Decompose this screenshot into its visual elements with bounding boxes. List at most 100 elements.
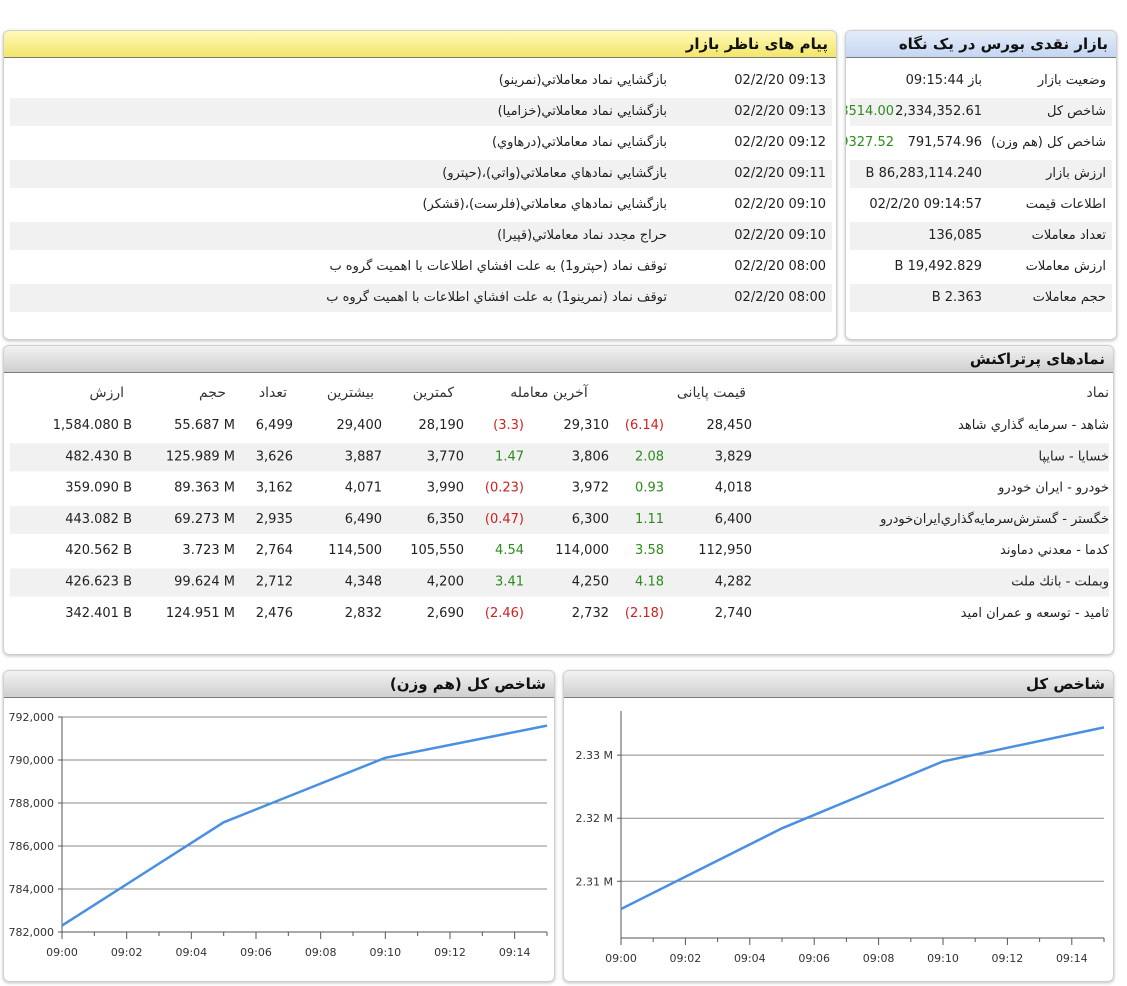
y-tick-label: 786,000 (9, 840, 55, 853)
last-trade-cell: 3,806 (571, 449, 609, 465)
final-price-cell: 6,400 (714, 511, 752, 527)
last-change-cell: 4.54 (495, 543, 524, 559)
top-symbols-title: نمادهای پرتراکنش (4, 346, 1113, 373)
volume-cell: 125.989 M (165, 449, 235, 465)
x-tick-label: 09:14 (499, 946, 531, 959)
x-tick-label: 09:06 (240, 946, 272, 959)
overview-value: 791,574.96 (907, 135, 982, 150)
message-text: بازگشايي نماد معاملاتي(نمرينو) (498, 73, 667, 88)
message-row[interactable]: 02/2/20 09:11 بازگشايي نمادهاي معاملاتي(و… (10, 160, 832, 188)
y-tick-label: 2.33 M (576, 749, 613, 762)
table-row[interactable]: خودرو - ايران خودرو 4,018 0.93 3,972 (0.23) 3… (10, 475, 1109, 503)
top-symbols-panel: نمادهای پرتراکنش نماد قیمت پایانی آخرین … (3, 345, 1114, 655)
overview-label: وضعیت بازار (1037, 73, 1106, 88)
message-time: 02/2/20 09:10 (734, 197, 826, 212)
final-price-cell: 4,018 (714, 480, 752, 496)
last-change-cell: 1.47 (495, 449, 524, 465)
total-index-chart: 2.31 M 2.32 M 2.33 M 09:00 09:02 09:04 09:06 09… (576, 711, 1105, 965)
y-tick-label: 784,000 (9, 883, 55, 896)
overview-value: 136,085 (928, 228, 982, 243)
message-time: 02/2/20 08:00 (734, 290, 826, 305)
value-cell: 426.623 B (65, 574, 132, 590)
final-price-cell: 4,282 (714, 574, 752, 590)
message-text: بازگشايي نمادهاي معاملاتي(فلرست)،(قشكر) (422, 197, 667, 212)
y-tick-label: 788,000 (9, 797, 55, 810)
value-cell: 359.090 B (65, 480, 132, 496)
message-time: 02/2/20 09:12 (734, 135, 826, 150)
symbol-cell: خسايا - سايپا (1038, 449, 1109, 465)
message-row[interactable]: 02/2/20 09:12 بازگشايي نماد معاملاتي(درها… (10, 129, 832, 157)
column-header-volume: حجم (198, 385, 226, 401)
table-row[interactable]: ثاميد - توسعه و عمران اميد 2,740 (2.18) 2,7… (10, 600, 1109, 628)
x-tick-label: 09:02 (670, 952, 702, 965)
message-row[interactable]: 02/2/20 09:13 بازگشايي نماد معاملاتي(نمري… (10, 67, 832, 95)
final-change-cell: 3.58 (635, 543, 664, 559)
final-change-cell: 0.93 (635, 480, 664, 496)
max-cell: 4,071 (344, 480, 382, 496)
count-cell: 3,626 (255, 449, 293, 465)
overview-value: باز 09:15:44 (905, 73, 982, 88)
last-change-cell: (0.23) (484, 480, 524, 496)
message-text: توقف نماد (نمرينو1) به علت افشاي اطلاعات… (326, 290, 667, 305)
last-change-cell: 3.41 (495, 574, 524, 590)
volume-cell: 55.687 M (174, 418, 235, 433)
message-row[interactable]: 02/2/20 08:00 توقف نماد (نمرينو1) به علت … (10, 284, 832, 312)
count-cell: 6,499 (255, 418, 293, 433)
overview-row: حجم معاملات 2.363 B (850, 284, 1112, 312)
y-tick-label: 790,000 (9, 754, 55, 767)
value-cell: 482.430 B (65, 449, 132, 465)
max-cell: 2,832 (344, 605, 382, 621)
x-tick-label: 09:02 (111, 946, 143, 959)
final-price-cell: 112,950 (698, 543, 752, 559)
table-row[interactable]: شاهد - سرمايه گذاري شاهد 28,450 (6.14) 29,3… (10, 412, 1109, 440)
min-cell: 6,350 (426, 511, 464, 527)
message-time: 02/2/20 09:13 (734, 73, 826, 88)
message-time: 02/2/20 09:11 (734, 166, 826, 181)
overview-value: 2,334,352.61 (895, 104, 982, 119)
message-text: حراج مجدد نماد معاملاتي(قپيرا) (497, 228, 667, 243)
column-header-last-trade: آخرین معامله (510, 385, 588, 401)
overview-label: شاخص کل (1047, 104, 1106, 119)
message-row[interactable]: 02/2/20 09:10 بازگشايي نمادهاي معاملاتي(ف… (10, 191, 832, 219)
count-cell: 2,935 (255, 511, 293, 527)
table-row[interactable]: وبملت - بانك ملت 4,282 4.18 4,250 3.41 4,200 4… (10, 568, 1109, 597)
equal-weight-index-chart-title: شاخص کل (هم وزن) (4, 671, 554, 698)
table-row[interactable]: خسايا - سايپا 3,829 2.08 3,806 1.47 3,770 3,88… (10, 443, 1109, 472)
table-row[interactable]: خگستر - گسترش‌سرمايه‌گذاري‌ايران‌خودرو 6,… (10, 505, 1109, 534)
overview-value: 19,492.829 B (894, 259, 983, 274)
message-row[interactable]: 02/2/20 09:13 بازگشايي نماد معاملاتي(خزام… (10, 98, 832, 126)
final-price-cell: 3,829 (714, 449, 752, 465)
count-cell: 3,162 (255, 480, 293, 496)
message-row[interactable]: 02/2/20 09:10 حراج مجدد نماد معاملاتي(قپي… (10, 222, 832, 250)
index-line (61, 724, 548, 927)
count-cell: 2,476 (255, 605, 293, 621)
overview-value: 2.363 B (931, 290, 982, 305)
value-cell: 443.082 B (65, 511, 132, 527)
volume-cell: 89.363 M (174, 480, 235, 496)
message-text: بازگشايي نمادهاي معاملاتي(واتي)،(حپترو) (442, 166, 667, 181)
equal-weight-index-chart-panel: شاخص کل (هم وزن) 782,000 784,000 786,000 78… (3, 670, 555, 982)
table-row[interactable]: كدما - معدني دماوند 112,950 3.58 114,000 4.5… (10, 537, 1109, 565)
final-change-cell: 2.08 (635, 449, 664, 465)
y-tick-label: 2.32 M (576, 812, 613, 825)
y-tick-label: 782,000 (9, 926, 55, 939)
market-overview-title: بازار نقدی بورس در یک نگاه (846, 31, 1116, 58)
message-text: توقف نماد (حپترو1) به علت افشاي اطلاعات … (329, 259, 667, 274)
message-row[interactable]: 02/2/20 08:00 توقف نماد (حپترو1) به علت ا… (10, 253, 832, 281)
overview-value: 86,283,114.240 B (865, 166, 982, 181)
symbol-cell: وبملت - بانك ملت (1011, 574, 1109, 590)
last-trade-cell: 3,972 (571, 480, 609, 496)
column-header-symbol: نماد (1086, 385, 1110, 401)
x-tick-label: 09:06 (798, 952, 830, 965)
overview-label: تعداد معاملات (1031, 228, 1106, 243)
min-cell: 105,550 (410, 543, 464, 559)
max-cell: 3,887 (344, 449, 382, 465)
overview-change: 9327.52 (845, 135, 894, 150)
last-change-cell: (2.46) (484, 605, 524, 621)
x-tick-label: 09:10 (927, 952, 959, 965)
final-change-cell: (6.14) (624, 418, 664, 433)
overview-row: شاخص کل (هم وزن) 791,574.96 9327.52 (846, 129, 1112, 157)
overview-row: ارزش بازار 86,283,114.240 B (850, 160, 1112, 188)
count-cell: 2,712 (255, 574, 293, 590)
overview-change: 28514.00 (846, 104, 894, 119)
